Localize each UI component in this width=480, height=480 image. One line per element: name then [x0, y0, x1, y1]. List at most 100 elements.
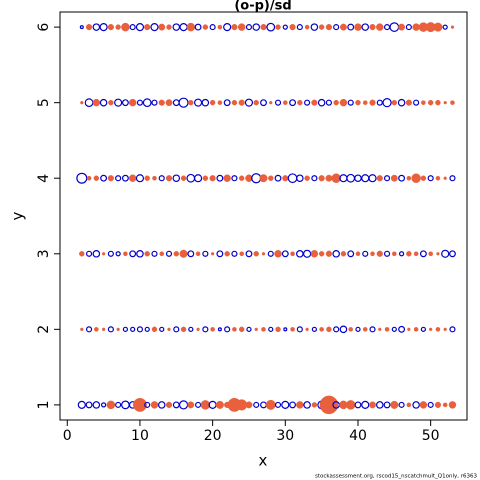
bubble	[252, 23, 261, 31]
bubble	[101, 252, 106, 256]
bubble	[86, 175, 92, 181]
bubble	[172, 174, 181, 183]
bubble	[144, 251, 150, 257]
bubble	[427, 175, 434, 182]
bubble	[159, 326, 165, 332]
bubble	[333, 99, 339, 106]
y-tick-label: 3	[36, 249, 52, 258]
bubble	[269, 100, 273, 105]
bubble	[333, 326, 340, 333]
bubble	[232, 327, 237, 332]
bubble	[383, 24, 391, 31]
bubble	[268, 175, 274, 181]
bubble	[398, 23, 406, 31]
bubble	[319, 327, 324, 332]
bubble	[339, 174, 348, 183]
bubble	[245, 250, 253, 258]
bubble	[151, 326, 158, 333]
bubble	[311, 402, 318, 408]
bubble	[121, 99, 129, 107]
bubble	[347, 99, 354, 106]
bubble	[274, 401, 282, 408]
bubble	[332, 249, 340, 258]
bubble	[310, 250, 319, 258]
y-tick-label: 4	[36, 174, 52, 183]
bubble	[303, 401, 311, 409]
bubble	[135, 23, 145, 32]
y-axis-label: y	[9, 211, 27, 220]
y-tick-label: 5	[36, 98, 52, 107]
bubble	[144, 175, 150, 181]
bubble	[303, 249, 312, 258]
y-tick-label: 6	[36, 23, 52, 32]
bubble	[304, 175, 310, 181]
bubble	[251, 173, 262, 184]
bubble	[376, 175, 383, 182]
bubble	[92, 98, 101, 107]
bubble	[238, 99, 245, 106]
bubble	[340, 251, 347, 257]
bubble	[274, 250, 282, 258]
bubble	[136, 249, 144, 258]
bubble	[383, 175, 391, 182]
bubble	[217, 327, 222, 332]
bubble	[376, 401, 384, 409]
bubble	[195, 401, 202, 408]
bubble	[296, 174, 304, 183]
bubble	[289, 24, 296, 31]
bubble	[261, 252, 266, 256]
bubble	[384, 327, 390, 332]
bubble	[421, 100, 426, 105]
bubble	[390, 400, 399, 409]
bubble	[223, 99, 231, 107]
bubble	[100, 174, 108, 182]
bubble	[304, 24, 310, 30]
bubble	[180, 326, 187, 333]
bubble	[355, 251, 361, 257]
bubble	[85, 401, 93, 409]
bubble	[121, 22, 130, 32]
bubble	[238, 326, 245, 333]
bubble	[305, 327, 309, 332]
bubble	[201, 98, 210, 107]
x-tick-label: 50	[422, 428, 440, 444]
bubble	[121, 174, 129, 182]
bubble	[158, 175, 165, 182]
bubble	[282, 175, 289, 182]
bubble	[331, 173, 341, 183]
bubble	[94, 327, 99, 332]
bubble	[178, 97, 189, 108]
bubble	[405, 99, 412, 106]
bubble	[128, 174, 137, 182]
bubble	[186, 173, 196, 183]
bubble	[209, 99, 216, 106]
bubble	[107, 175, 114, 182]
bubble	[354, 401, 362, 409]
bubble	[84, 98, 94, 108]
bubble	[210, 252, 215, 256]
bubble	[427, 401, 434, 408]
bubble	[179, 23, 188, 32]
bubble	[253, 99, 259, 106]
bubble	[194, 174, 203, 183]
bubble	[297, 99, 303, 106]
bubble	[296, 24, 303, 31]
bubble	[411, 173, 421, 183]
bubble	[283, 100, 288, 105]
bubble	[165, 401, 173, 408]
bubble	[115, 401, 122, 408]
bubble	[231, 250, 238, 257]
bubble	[107, 326, 114, 333]
bubble	[319, 395, 339, 415]
bubble	[347, 250, 355, 258]
bubble	[434, 401, 442, 408]
bubble	[159, 251, 165, 257]
bubble	[173, 326, 180, 333]
y-tick-label: 2	[36, 325, 52, 334]
bubble	[413, 99, 420, 106]
bubble	[86, 250, 93, 257]
bubble	[165, 175, 173, 182]
bubble	[200, 400, 211, 410]
x-tick-label: 40	[349, 428, 367, 444]
bubble	[369, 99, 376, 106]
